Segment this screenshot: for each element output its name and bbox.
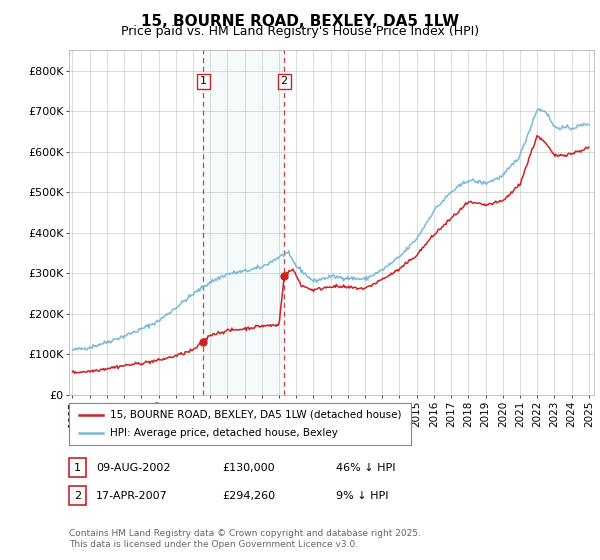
Bar <box>203 50 284 395</box>
Text: £130,000: £130,000 <box>222 463 275 473</box>
Text: 1: 1 <box>74 463 81 473</box>
Text: 46% ↓ HPI: 46% ↓ HPI <box>336 463 395 473</box>
Text: HPI: Average price, detached house, Bexley: HPI: Average price, detached house, Bexl… <box>110 428 338 438</box>
Text: Contains HM Land Registry data © Crown copyright and database right 2025.
This d: Contains HM Land Registry data © Crown c… <box>69 529 421 549</box>
Text: Price paid vs. HM Land Registry's House Price Index (HPI): Price paid vs. HM Land Registry's House … <box>121 25 479 38</box>
Text: 15, BOURNE ROAD, BEXLEY, DA5 1LW: 15, BOURNE ROAD, BEXLEY, DA5 1LW <box>141 14 459 29</box>
Text: 15, BOURNE ROAD, BEXLEY, DA5 1LW (detached house): 15, BOURNE ROAD, BEXLEY, DA5 1LW (detach… <box>110 410 401 420</box>
Text: £294,260: £294,260 <box>222 491 275 501</box>
Text: 2: 2 <box>281 76 288 86</box>
Text: 09-AUG-2002: 09-AUG-2002 <box>96 463 170 473</box>
Text: 17-APR-2007: 17-APR-2007 <box>96 491 168 501</box>
Text: 9% ↓ HPI: 9% ↓ HPI <box>336 491 389 501</box>
Text: 2: 2 <box>74 491 81 501</box>
Text: 1: 1 <box>200 76 207 86</box>
